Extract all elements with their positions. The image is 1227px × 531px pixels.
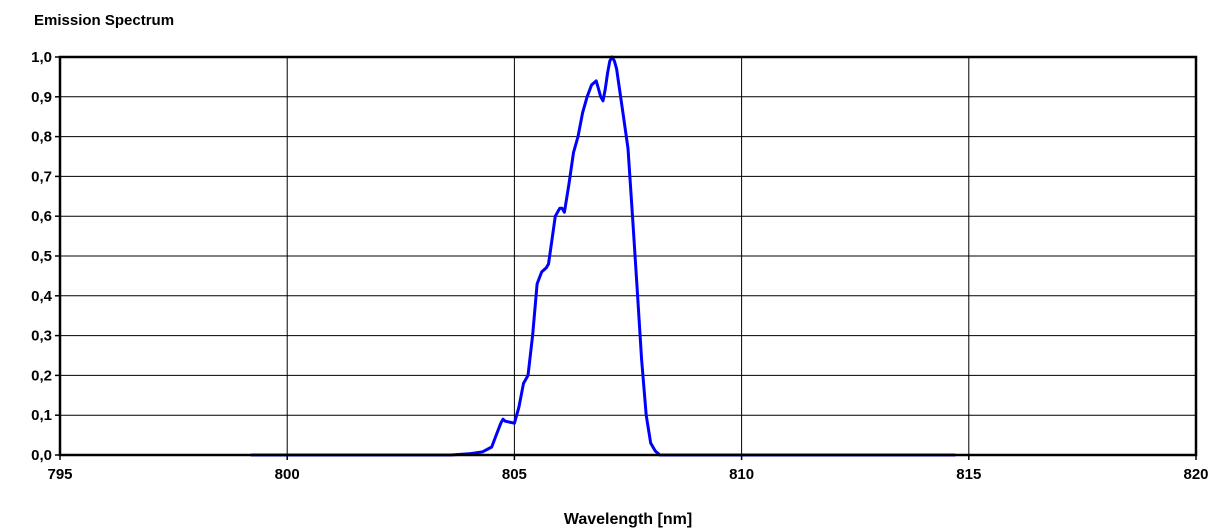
y-tick-label: 0,4	[31, 288, 53, 305]
y-tick-label: 0,3	[31, 328, 52, 345]
x-tick-label: 795	[47, 466, 72, 483]
series-line	[250, 55, 956, 457]
y-tick-label: 0,7	[31, 168, 52, 185]
y-tick-label: 0,6	[31, 208, 52, 225]
x-tick-label: 815	[956, 466, 981, 483]
y-tick-label: 0,1	[31, 407, 52, 424]
x-tick-label: 810	[729, 466, 754, 483]
y-tick-label: 0,2	[31, 367, 52, 384]
x-tick-label: 805	[502, 466, 527, 483]
x-axis-label: Wavelength [nm]	[564, 511, 692, 528]
x-tick-labels: 795 800 805 810 815 820	[47, 455, 1209, 483]
y-tick-label: 1,0	[31, 49, 52, 66]
chart-title: Emission Spectrum	[34, 12, 175, 29]
y-tick-label: 0,8	[31, 129, 52, 146]
y-tick-label: 0,9	[31, 89, 52, 106]
gridlines	[60, 57, 1196, 455]
plot-frame	[58, 55, 1198, 457]
y-tick-label: 0,0	[31, 447, 52, 464]
y-tick-labels: 0,0 0,1 0,2 0,3 0,4 0,5 0,6 0,7 0,8 0,9 1,0	[31, 49, 60, 464]
y-tick-label: 0,5	[31, 248, 52, 265]
x-tick-label: 820	[1183, 466, 1208, 483]
x-tick-label: 800	[275, 466, 300, 483]
